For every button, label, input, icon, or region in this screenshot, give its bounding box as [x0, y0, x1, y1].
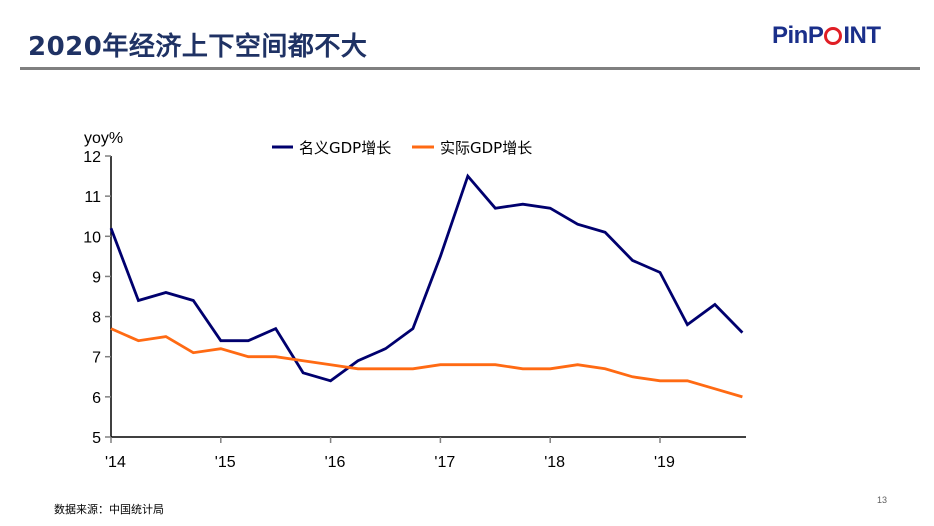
data-source-note: 数据来源：中国统计局	[54, 503, 164, 516]
chart-axes: 5 6 7 8 9 10 11 12 '14 '15 '16 '17 '18 '19	[83, 149, 746, 471]
y-tick-label: 8	[92, 310, 101, 327]
x-tick-label: '17	[434, 454, 455, 471]
logo-text-pin: Pin	[772, 22, 808, 49]
x-tick-label: '18	[544, 454, 565, 471]
legend-label-real: 实际GDP增长	[440, 139, 532, 157]
y-axis-label: yoy%	[84, 130, 123, 147]
page-number: 13	[877, 495, 888, 505]
header-divider	[20, 67, 920, 70]
x-tick-label: '16	[325, 454, 346, 471]
real-gdp-line	[110, 327, 743, 399]
logo-ring-icon	[824, 27, 843, 45]
y-tick-label: 9	[92, 269, 101, 286]
page-title: 2020年经济上下空间都不大	[28, 32, 368, 62]
legend-label-nominal: 名义GDP增长	[299, 139, 391, 157]
y-tick-label: 6	[92, 390, 101, 407]
nominal-gdp-line	[109, 173, 744, 383]
logo-text-p: P	[807, 22, 824, 49]
y-tick-label: 5	[92, 430, 101, 447]
x-tick-label: '19	[654, 454, 675, 471]
y-tick-label: 11	[84, 189, 101, 206]
chart-legend: 名义GDP增长 实际GDP增长	[272, 139, 532, 157]
y-tick-label: 12	[83, 149, 101, 166]
y-tick-label: 7	[92, 350, 101, 367]
x-tick-label: '15	[215, 454, 236, 471]
pinpoint-logo: Pin P INT	[772, 22, 881, 50]
x-tick-label: '14	[105, 454, 126, 471]
y-tick-label: 10	[83, 229, 101, 246]
chart-lines	[109, 173, 744, 399]
logo-text-int: INT	[843, 22, 881, 49]
